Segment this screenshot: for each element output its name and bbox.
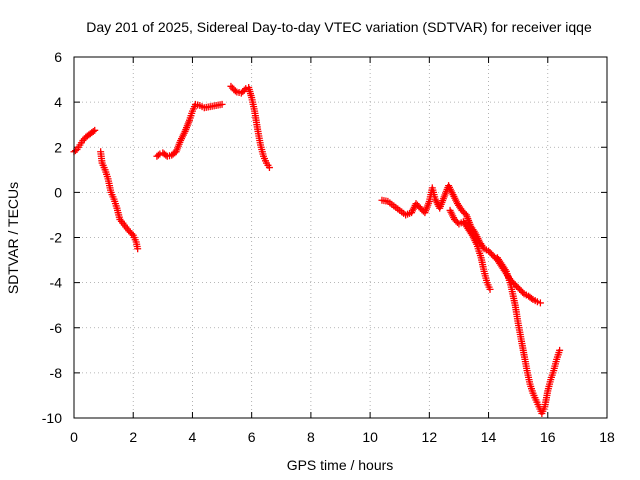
trace-marker xyxy=(519,288,527,296)
data-point xyxy=(486,285,494,293)
x-tick-labels: 0 2 4 6 8 10 12 14 16 18 xyxy=(70,429,615,445)
data-point xyxy=(91,126,99,134)
y-tick-label: -2 xyxy=(50,230,63,246)
trace-marker xyxy=(154,151,162,159)
y-tick-label: -8 xyxy=(50,365,63,381)
data-point xyxy=(556,346,564,354)
data-point xyxy=(134,245,142,253)
data-point xyxy=(265,164,273,172)
x-tick-label: 12 xyxy=(422,429,438,445)
plot-frame xyxy=(73,56,608,419)
data-point xyxy=(536,299,544,307)
data-points xyxy=(70,82,564,417)
x-axis-label: GPS time / hours xyxy=(287,457,394,473)
chart-title: Day 201 of 2025, Sidereal Day-to-day VTE… xyxy=(86,19,592,35)
x-tick-label: 0 xyxy=(70,429,78,445)
data-point xyxy=(218,100,226,108)
y-axis-label: SDTVAR / TECUs xyxy=(5,182,21,294)
y-tick-label: 2 xyxy=(54,139,62,155)
x-tick-label: 4 xyxy=(189,429,197,445)
y-tick-label: 4 xyxy=(54,94,62,110)
trace-marker xyxy=(128,230,136,238)
y-tick-label: -4 xyxy=(50,275,63,291)
x-tick-label: 14 xyxy=(481,429,497,445)
x-tick-label: 2 xyxy=(129,429,137,445)
y-tick-label: 0 xyxy=(54,184,62,200)
grid xyxy=(74,57,607,418)
trace-marker xyxy=(89,127,97,135)
y-tick-label: 6 xyxy=(54,49,62,65)
x-tick-label: 16 xyxy=(540,429,556,445)
trace-marker xyxy=(527,294,535,302)
x-tick-label: 18 xyxy=(599,429,615,445)
trace-marker xyxy=(231,87,239,95)
x-tick-label: 6 xyxy=(248,429,256,445)
y-tick-label: -6 xyxy=(50,320,63,336)
y-tick-label: -10 xyxy=(42,410,62,426)
y-tick-labels: -10 -8 -6 -4 -2 0 2 4 6 xyxy=(42,49,62,426)
x-tick-label: 8 xyxy=(307,429,315,445)
x-tick-label: 10 xyxy=(362,429,378,445)
